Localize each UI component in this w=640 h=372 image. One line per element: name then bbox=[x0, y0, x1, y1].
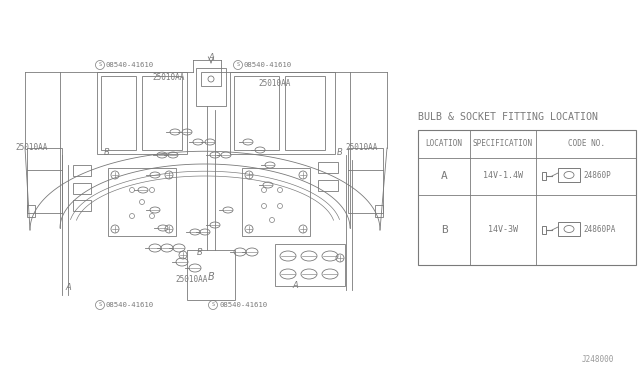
Text: 25010AA: 25010AA bbox=[152, 73, 184, 81]
Bar bbox=[196, 68, 226, 106]
Text: SPECIFICATION: SPECIFICATION bbox=[473, 140, 533, 148]
Text: 14V-1.4W: 14V-1.4W bbox=[483, 171, 523, 180]
Bar bbox=[108, 168, 176, 236]
Text: 24860P: 24860P bbox=[583, 170, 611, 180]
Bar bbox=[275, 244, 345, 286]
Bar bbox=[375, 205, 383, 217]
Bar bbox=[285, 76, 325, 150]
Text: 25010AA: 25010AA bbox=[345, 144, 378, 153]
Text: BULB & SOCKET FITTING LOCATION: BULB & SOCKET FITTING LOCATION bbox=[418, 112, 598, 122]
Text: S: S bbox=[99, 302, 102, 308]
Text: S: S bbox=[99, 62, 102, 67]
Bar bbox=[230, 72, 335, 154]
Bar bbox=[97, 72, 187, 154]
Text: 08540-41610: 08540-41610 bbox=[219, 302, 267, 308]
Text: A: A bbox=[292, 281, 298, 290]
Text: 24860PA: 24860PA bbox=[583, 224, 616, 234]
Text: B: B bbox=[337, 148, 343, 157]
Bar bbox=[318, 180, 338, 191]
Text: CODE NO.: CODE NO. bbox=[568, 140, 605, 148]
Text: S: S bbox=[236, 62, 239, 67]
Text: J248000: J248000 bbox=[582, 356, 614, 365]
Bar bbox=[234, 76, 279, 150]
Text: 14V-3W: 14V-3W bbox=[488, 225, 518, 234]
Bar bbox=[27, 205, 35, 217]
Bar bbox=[242, 168, 310, 236]
Bar bbox=[542, 172, 546, 180]
Bar bbox=[73, 165, 91, 176]
Bar bbox=[542, 226, 546, 234]
Text: A: A bbox=[208, 54, 214, 62]
Text: A: A bbox=[440, 171, 447, 181]
Text: 08540-41610: 08540-41610 bbox=[106, 302, 154, 308]
Bar bbox=[201, 72, 221, 86]
Bar bbox=[558, 222, 580, 236]
Text: B: B bbox=[207, 272, 214, 282]
Bar bbox=[73, 200, 91, 211]
Bar bbox=[318, 162, 338, 173]
Text: A: A bbox=[65, 283, 71, 292]
Bar bbox=[27, 148, 62, 213]
Bar bbox=[101, 76, 136, 150]
Text: B: B bbox=[104, 148, 110, 157]
Text: 25010AA: 25010AA bbox=[258, 78, 291, 87]
Bar bbox=[187, 250, 235, 300]
Bar bbox=[73, 183, 91, 194]
Bar bbox=[558, 168, 580, 182]
Text: S: S bbox=[211, 302, 214, 308]
Text: B: B bbox=[197, 248, 203, 257]
Bar bbox=[142, 76, 182, 150]
Text: 08540-41610: 08540-41610 bbox=[244, 62, 292, 68]
Bar bbox=[348, 148, 383, 213]
Text: 25010AA: 25010AA bbox=[175, 276, 207, 285]
Text: 08540-41610: 08540-41610 bbox=[106, 62, 154, 68]
Text: 25010AA: 25010AA bbox=[15, 144, 47, 153]
Text: B: B bbox=[440, 225, 447, 235]
Text: LOCATION: LOCATION bbox=[426, 140, 463, 148]
Bar bbox=[418, 130, 636, 265]
